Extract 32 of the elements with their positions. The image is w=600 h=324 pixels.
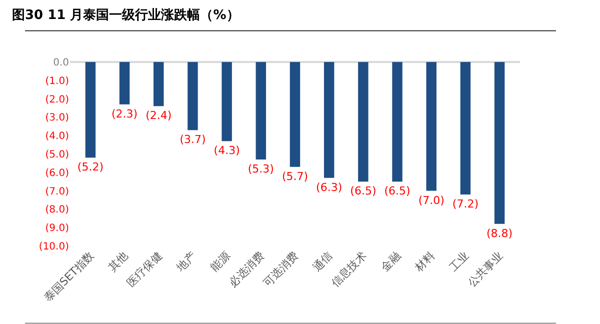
x-tick-label: 材料 (412, 249, 438, 275)
y-tick-label: (2.0) (45, 94, 70, 106)
data-label: (7.0) (418, 194, 444, 207)
data-label: (6.3) (316, 180, 342, 194)
x-tick-label: 工业 (446, 249, 472, 274)
y-tick-label: (5.0) (45, 150, 70, 160)
data-label: (5.3) (248, 162, 274, 176)
data-label: (3.7) (180, 133, 206, 146)
data-label: (2.3) (112, 107, 138, 120)
data-label: (2.4) (146, 109, 172, 122)
y-tick-label: (4.0) (45, 131, 70, 142)
y-tick-label: (9.0) (45, 223, 70, 234)
y-tick-label: (3.0) (45, 112, 70, 124)
data-label: (6.5) (384, 184, 410, 198)
chart-title: 图30 11 月泰国一级行业涨跌幅（%） (12, 8, 240, 23)
data-label: (6.5) (350, 184, 376, 198)
data-label: (7.2) (452, 197, 478, 210)
x-tick-label: 通信 (310, 249, 336, 274)
y-tick-label: 0.0 (53, 58, 69, 68)
y-tick-label: (10.0) (38, 242, 70, 252)
data-label: (4.3) (214, 144, 240, 158)
x-tick-label: 地产 (173, 249, 199, 275)
y-tick-label: (1.0) (45, 76, 70, 87)
y-tick-label: (8.0) (45, 204, 70, 216)
x-tick-label: 能源 (208, 249, 233, 274)
x-tick-label: 其他 (106, 249, 131, 274)
y-tick-label: (6.0) (45, 168, 70, 179)
data-label: (5.7) (282, 170, 308, 183)
y-tick-label: (7.0) (45, 186, 70, 198)
data-label: (5.2) (77, 160, 104, 174)
x-tick-label: 金融 (378, 249, 404, 274)
data-label: (8.8) (486, 226, 513, 240)
